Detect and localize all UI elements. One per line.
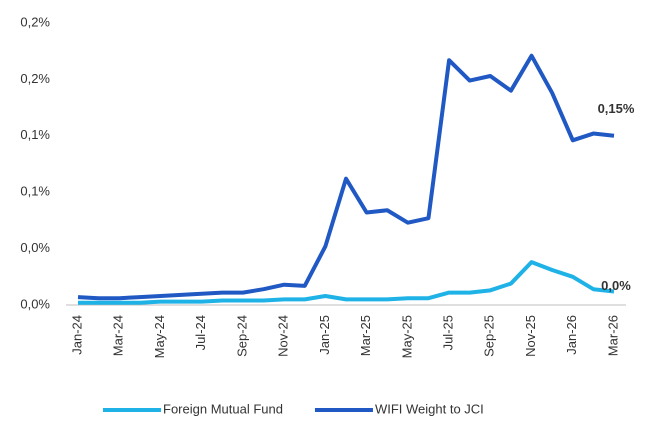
x-tick-label: Nov-25 bbox=[523, 315, 538, 357]
x-tick-label: Jan-26 bbox=[564, 315, 579, 355]
value-label: 0,0% bbox=[601, 278, 631, 293]
x-tick-label: Jan-25 bbox=[317, 315, 332, 355]
x-tick-label: Jan-24 bbox=[69, 315, 84, 355]
x-tick-label: Nov-24 bbox=[276, 315, 291, 357]
x-tick-label: May-24 bbox=[152, 315, 167, 358]
legend-label: WIFI Weight to JCI bbox=[375, 401, 484, 416]
x-tick-label: Sep-24 bbox=[234, 315, 249, 357]
y-tick-label: 0,2% bbox=[20, 71, 50, 86]
line bbox=[77, 53, 615, 301]
y-tick-label: 0,0% bbox=[20, 296, 50, 311]
legend-label: Foreign Mutual Fund bbox=[163, 401, 283, 416]
y-tick-label: 0,1% bbox=[20, 184, 50, 199]
x-tick-label: Jul-25 bbox=[441, 315, 456, 350]
y-tick-label: 0,1% bbox=[20, 127, 50, 142]
x-tick-label: Mar-25 bbox=[358, 315, 373, 356]
y-tick-label: 0,0% bbox=[20, 240, 50, 255]
y-tick-label: 0,2% bbox=[20, 14, 50, 29]
x-tick-label: Mar-26 bbox=[605, 315, 620, 356]
line bbox=[78, 260, 615, 305]
x-tick-label: Jul-24 bbox=[193, 315, 208, 350]
x-tick-label: Mar-24 bbox=[111, 315, 126, 356]
x-tick-label: May-25 bbox=[399, 315, 414, 358]
x-tick-label: Sep-25 bbox=[482, 315, 497, 357]
value-label: 0,15% bbox=[598, 101, 635, 116]
